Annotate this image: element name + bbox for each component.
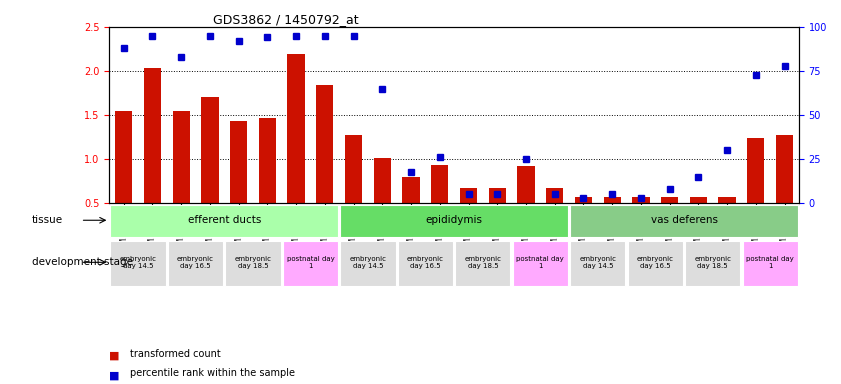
Text: epididymis: epididymis	[426, 215, 483, 225]
Bar	[115, 111, 132, 203]
Text: embryonic
day 14.5: embryonic day 14.5	[119, 256, 156, 269]
Bar	[201, 98, 219, 203]
Text: embryonic
day 14.5: embryonic day 14.5	[579, 256, 616, 269]
Text: percentile rank within the sample: percentile rank within the sample	[130, 368, 295, 378]
Text: embryonic
day 16.5: embryonic day 16.5	[637, 256, 674, 269]
Bar	[661, 197, 678, 203]
Bar	[341, 241, 395, 286]
Text: postnatal day
1: postnatal day 1	[516, 256, 564, 269]
Bar	[743, 241, 798, 286]
Bar	[168, 241, 223, 286]
Bar	[489, 188, 505, 203]
Text: tissue: tissue	[32, 215, 63, 225]
Bar	[513, 241, 568, 286]
Bar	[546, 188, 563, 203]
Bar	[632, 197, 649, 203]
Bar	[144, 68, 161, 203]
Bar	[288, 54, 304, 203]
Bar	[110, 241, 166, 286]
Bar	[259, 118, 276, 203]
Text: embryonic
day 18.5: embryonic day 18.5	[464, 256, 501, 269]
Bar	[283, 241, 338, 286]
Bar	[225, 241, 281, 286]
Text: embryonic
day 18.5: embryonic day 18.5	[695, 256, 731, 269]
Bar	[460, 188, 477, 203]
Text: development stage: development stage	[32, 257, 133, 267]
Bar	[747, 138, 764, 203]
Text: ■: ■	[109, 351, 119, 361]
Bar	[776, 136, 793, 203]
Bar	[627, 241, 683, 286]
Bar	[517, 166, 535, 203]
Bar	[402, 177, 420, 203]
Text: embryonic
day 18.5: embryonic day 18.5	[235, 256, 272, 269]
Text: embryonic
day 16.5: embryonic day 16.5	[407, 256, 444, 269]
Bar	[230, 121, 247, 203]
Bar	[373, 158, 391, 203]
Bar	[570, 241, 626, 286]
Bar	[172, 111, 190, 203]
Bar	[604, 197, 621, 203]
Bar	[570, 205, 798, 237]
Text: embryonic
day 16.5: embryonic day 16.5	[177, 256, 214, 269]
Bar	[685, 241, 740, 286]
Text: vas deferens: vas deferens	[650, 215, 717, 225]
Text: efferent ducts: efferent ducts	[188, 215, 261, 225]
Bar	[690, 197, 707, 203]
Bar	[341, 205, 568, 237]
Text: GDS3862 / 1450792_at: GDS3862 / 1450792_at	[213, 13, 358, 26]
Text: transformed count: transformed count	[130, 349, 221, 359]
Bar	[455, 241, 510, 286]
Text: postnatal day
1: postnatal day 1	[746, 256, 794, 269]
Bar	[398, 241, 453, 286]
Bar	[574, 197, 592, 203]
Text: ■: ■	[109, 370, 119, 380]
Bar	[718, 197, 736, 203]
Text: embryonic
day 14.5: embryonic day 14.5	[350, 256, 386, 269]
Bar	[316, 85, 333, 203]
Bar	[345, 136, 362, 203]
Bar	[110, 205, 338, 237]
Text: postnatal day
1: postnatal day 1	[287, 256, 335, 269]
Bar	[431, 166, 448, 203]
